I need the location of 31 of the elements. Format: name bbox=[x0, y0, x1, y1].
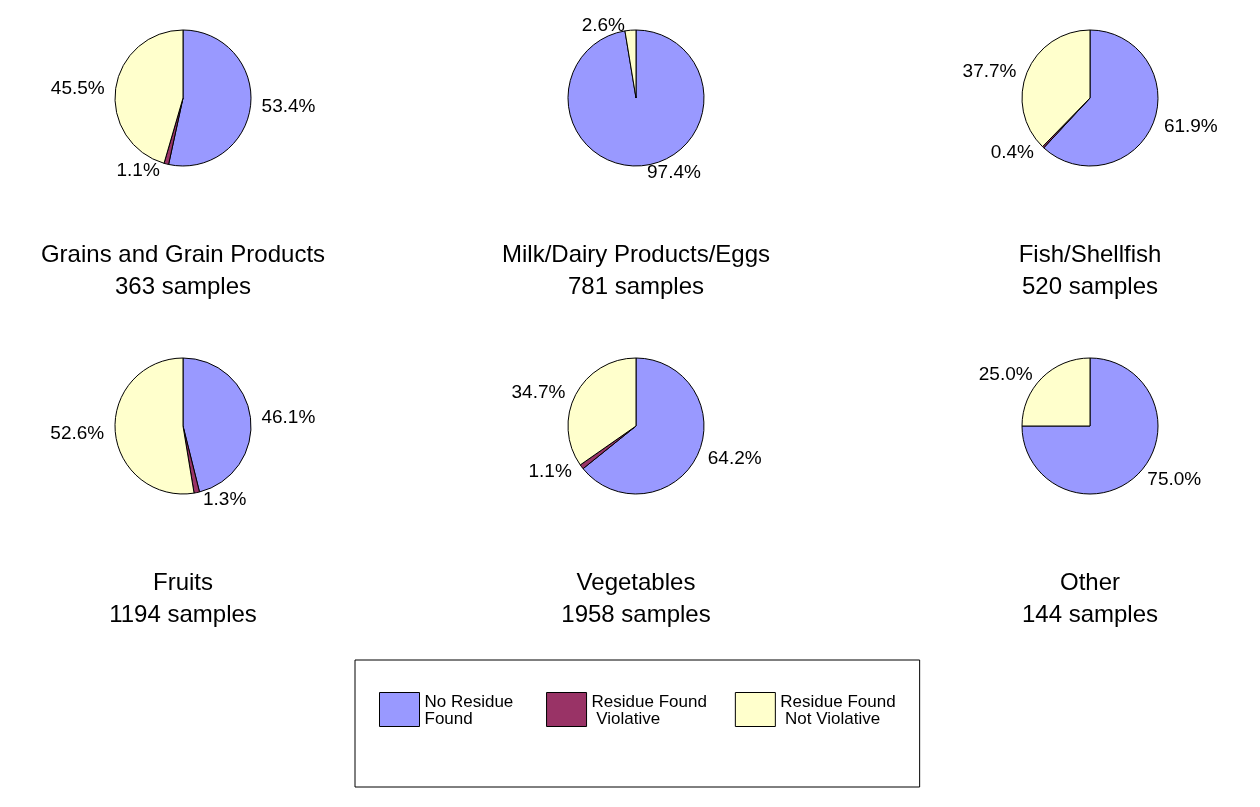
data-label: 25.0% bbox=[978, 363, 1033, 385]
data-label: 1.3% bbox=[203, 487, 247, 509]
data-label: 0.4% bbox=[990, 141, 1035, 163]
data-label: 45.5% bbox=[50, 77, 105, 99]
data-label: 97.4% bbox=[647, 161, 702, 183]
data-label: 37.7% bbox=[962, 59, 1017, 81]
text: 144 samples bbox=[1021, 599, 1159, 627]
data-label: 52.6% bbox=[50, 421, 105, 443]
legend-label: Residue Found Violative bbox=[591, 691, 707, 728]
text: Grains and Grain Products bbox=[40, 239, 326, 267]
text: 363 samples bbox=[114, 271, 252, 299]
legend-label: No Residue Found bbox=[424, 691, 519, 728]
text: 781 samples bbox=[567, 271, 705, 299]
text: Vegetables bbox=[576, 567, 696, 595]
text: Fish/Shellfish bbox=[1018, 239, 1162, 267]
text: 520 samples bbox=[1021, 271, 1159, 299]
text: 1194 samples bbox=[109, 599, 257, 627]
data-label: 75.0% bbox=[1147, 467, 1202, 489]
data-label: 64.2% bbox=[707, 447, 762, 469]
legend-label: Residue Found Not Violative bbox=[780, 691, 896, 728]
data-label: 34.7% bbox=[511, 381, 566, 403]
data-label: 46.1% bbox=[261, 406, 316, 428]
text: Milk/Dairy Products/Eggs bbox=[501, 239, 771, 267]
data-label: 2.6% bbox=[581, 13, 626, 35]
text: Fruits bbox=[153, 567, 213, 595]
data-label: 1.1% bbox=[116, 159, 160, 181]
text: 1958 samples bbox=[561, 599, 711, 627]
data-label: 53.4% bbox=[261, 95, 316, 117]
data-label: 61.9% bbox=[1163, 114, 1218, 136]
data-label: 1.1% bbox=[528, 459, 572, 481]
text: Other bbox=[1059, 567, 1121, 595]
